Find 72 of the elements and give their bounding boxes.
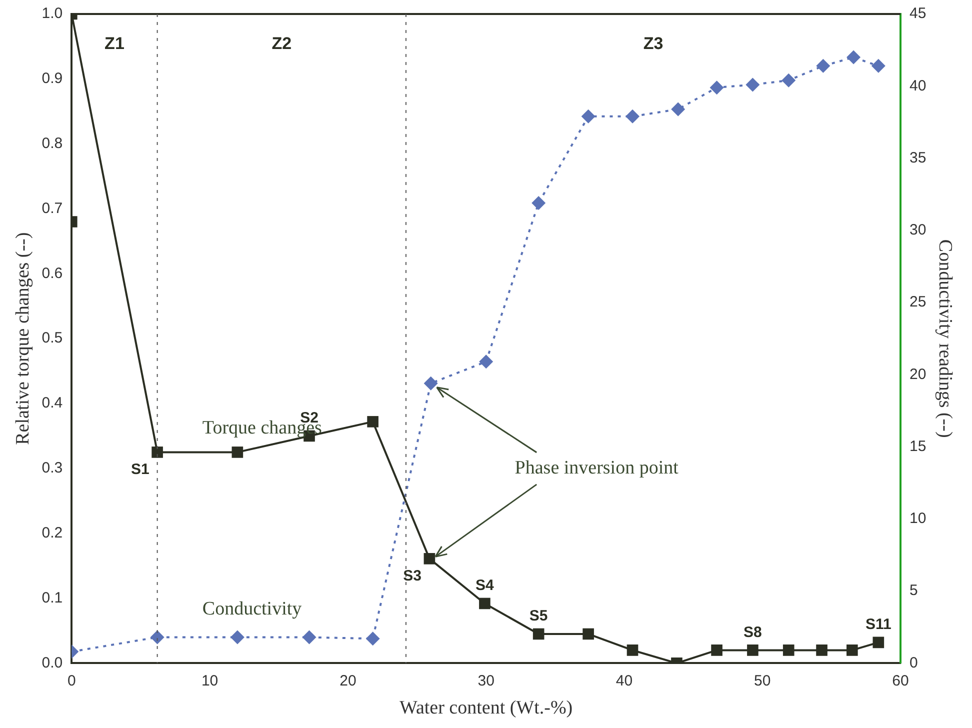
- y-tick-label: 0.0: [42, 654, 63, 672]
- y2-tick-label: 10: [910, 510, 926, 528]
- point: [626, 644, 638, 656]
- point: [846, 644, 858, 656]
- y-tick-label: 0.6: [42, 264, 63, 282]
- point: [479, 598, 490, 610]
- y-tick-label: 0.7: [42, 200, 63, 217]
- point: [150, 630, 164, 644]
- point: [710, 80, 724, 95]
- point: [671, 102, 686, 116]
- x-tick-label: 60: [892, 672, 909, 690]
- y2-tick-label: 40: [910, 77, 926, 94]
- y-axis-title: Relative torque changes (--): [12, 232, 34, 445]
- y-tick-label: 0.1: [42, 589, 63, 606]
- point: [367, 416, 378, 428]
- y2-tick-label: 20: [910, 366, 926, 383]
- annotation: Z3: [643, 34, 664, 54]
- y2-tick-label: 0: [910, 654, 918, 672]
- x-axis-title: Water content (Wt.-%): [400, 698, 573, 719]
- y2-tick-label: 25: [910, 294, 926, 311]
- point: [232, 446, 244, 458]
- y2-tick-label: 35: [910, 149, 926, 166]
- point: [872, 636, 884, 648]
- y-tick-label: 1.0: [42, 5, 63, 22]
- point: [711, 644, 722, 656]
- point: [747, 644, 758, 656]
- point: [626, 109, 640, 124]
- annotation: S11: [865, 616, 892, 634]
- point: [871, 58, 886, 73]
- point: [846, 50, 861, 64]
- point: [816, 644, 828, 656]
- y-tick-label: 0.9: [42, 70, 63, 88]
- point: [302, 630, 316, 644]
- point: [532, 628, 544, 640]
- point: [582, 628, 594, 640]
- point: [479, 354, 494, 369]
- annotation: Z1: [104, 34, 124, 54]
- y-tick-label: 0.3: [42, 460, 63, 477]
- point: [152, 446, 163, 458]
- x-tick-label: 40: [616, 672, 633, 690]
- y-tick-label: 0.5: [42, 330, 63, 347]
- y2-axis-title: Conductivity readings (--): [934, 239, 956, 438]
- annotation: S1: [130, 460, 150, 478]
- series-label: Conductivity: [202, 598, 302, 620]
- point: [581, 109, 596, 124]
- point: [532, 196, 546, 210]
- point: [230, 630, 244, 644]
- point: [366, 632, 380, 646]
- y-tick-label: 0.8: [42, 134, 63, 152]
- point: [424, 376, 438, 390]
- y2-tick-label: 30: [910, 222, 926, 239]
- x-tick-label: 0: [67, 672, 76, 690]
- y2-tick-label: 15: [910, 438, 926, 455]
- annotation: Z2: [272, 34, 292, 54]
- annotation: S3: [403, 567, 422, 584]
- annotation: S4: [476, 577, 495, 594]
- point: [782, 644, 794, 656]
- x-tick-label: 50: [754, 672, 771, 690]
- point: [782, 73, 796, 88]
- y-tick-label: 0.2: [42, 524, 63, 542]
- annotation: S8: [744, 624, 762, 641]
- point: [424, 553, 436, 564]
- y2-tick-label: 5: [910, 582, 918, 600]
- annotation: Phase inversion point: [514, 457, 680, 478]
- x-tick-label: 20: [340, 672, 356, 690]
- annotation: S5: [529, 608, 548, 625]
- y2-tick-label: 45: [910, 5, 926, 22]
- x-tick-label: 30: [478, 672, 494, 690]
- point: [746, 78, 760, 92]
- x-tick-label: 10: [201, 672, 218, 690]
- y-tick-label: 0.4: [42, 394, 63, 412]
- point: [816, 58, 830, 73]
